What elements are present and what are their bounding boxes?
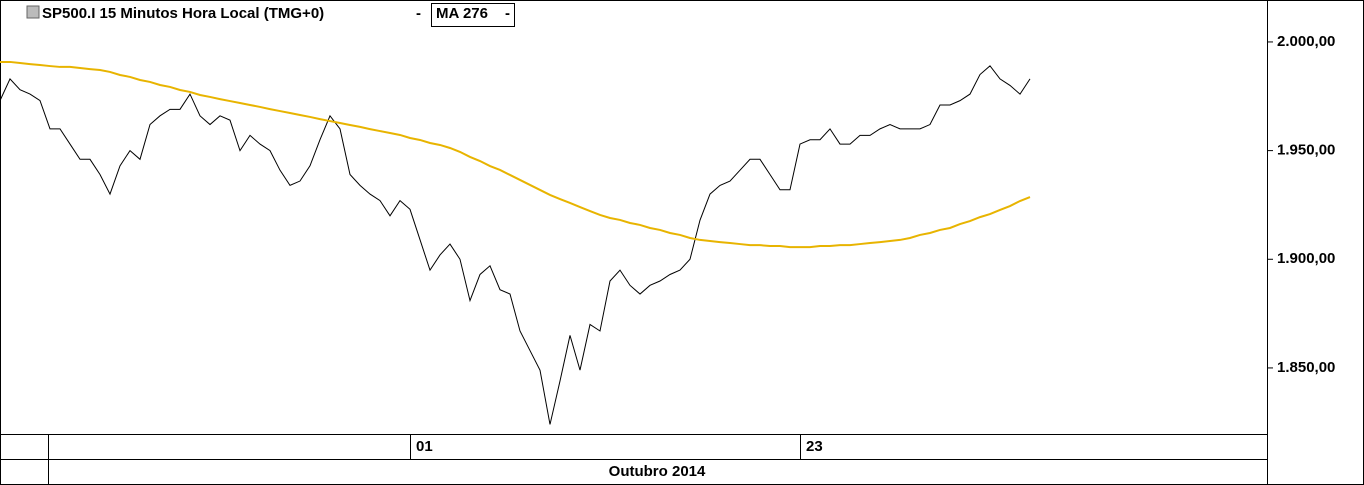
y-tick-label: 1.900,00 xyxy=(1277,250,1335,267)
y-tick-label: 1.950,00 xyxy=(1277,142,1335,159)
y-tick-label: 2.000,00 xyxy=(1277,33,1335,50)
series-line xyxy=(0,65,1031,425)
y-tick-label: 1.850,00 xyxy=(1277,359,1335,376)
x-tick-label: 01 xyxy=(416,438,433,455)
period-label: Outubro 2014 xyxy=(609,463,706,480)
dropdown-arrow[interactable]: - xyxy=(505,5,510,22)
series-line xyxy=(0,60,1031,249)
indicator-box[interactable] xyxy=(431,3,515,27)
dropdown-arrow[interactable]: - xyxy=(416,5,421,22)
series-title[interactable]: SP500.I 15 Minutos Hora Local (TMG+0) xyxy=(42,5,324,22)
symbol-icon[interactable] xyxy=(26,5,40,19)
indicator-label[interactable]: MA 276 xyxy=(436,5,488,22)
x-tick-label: 23 xyxy=(806,438,823,455)
